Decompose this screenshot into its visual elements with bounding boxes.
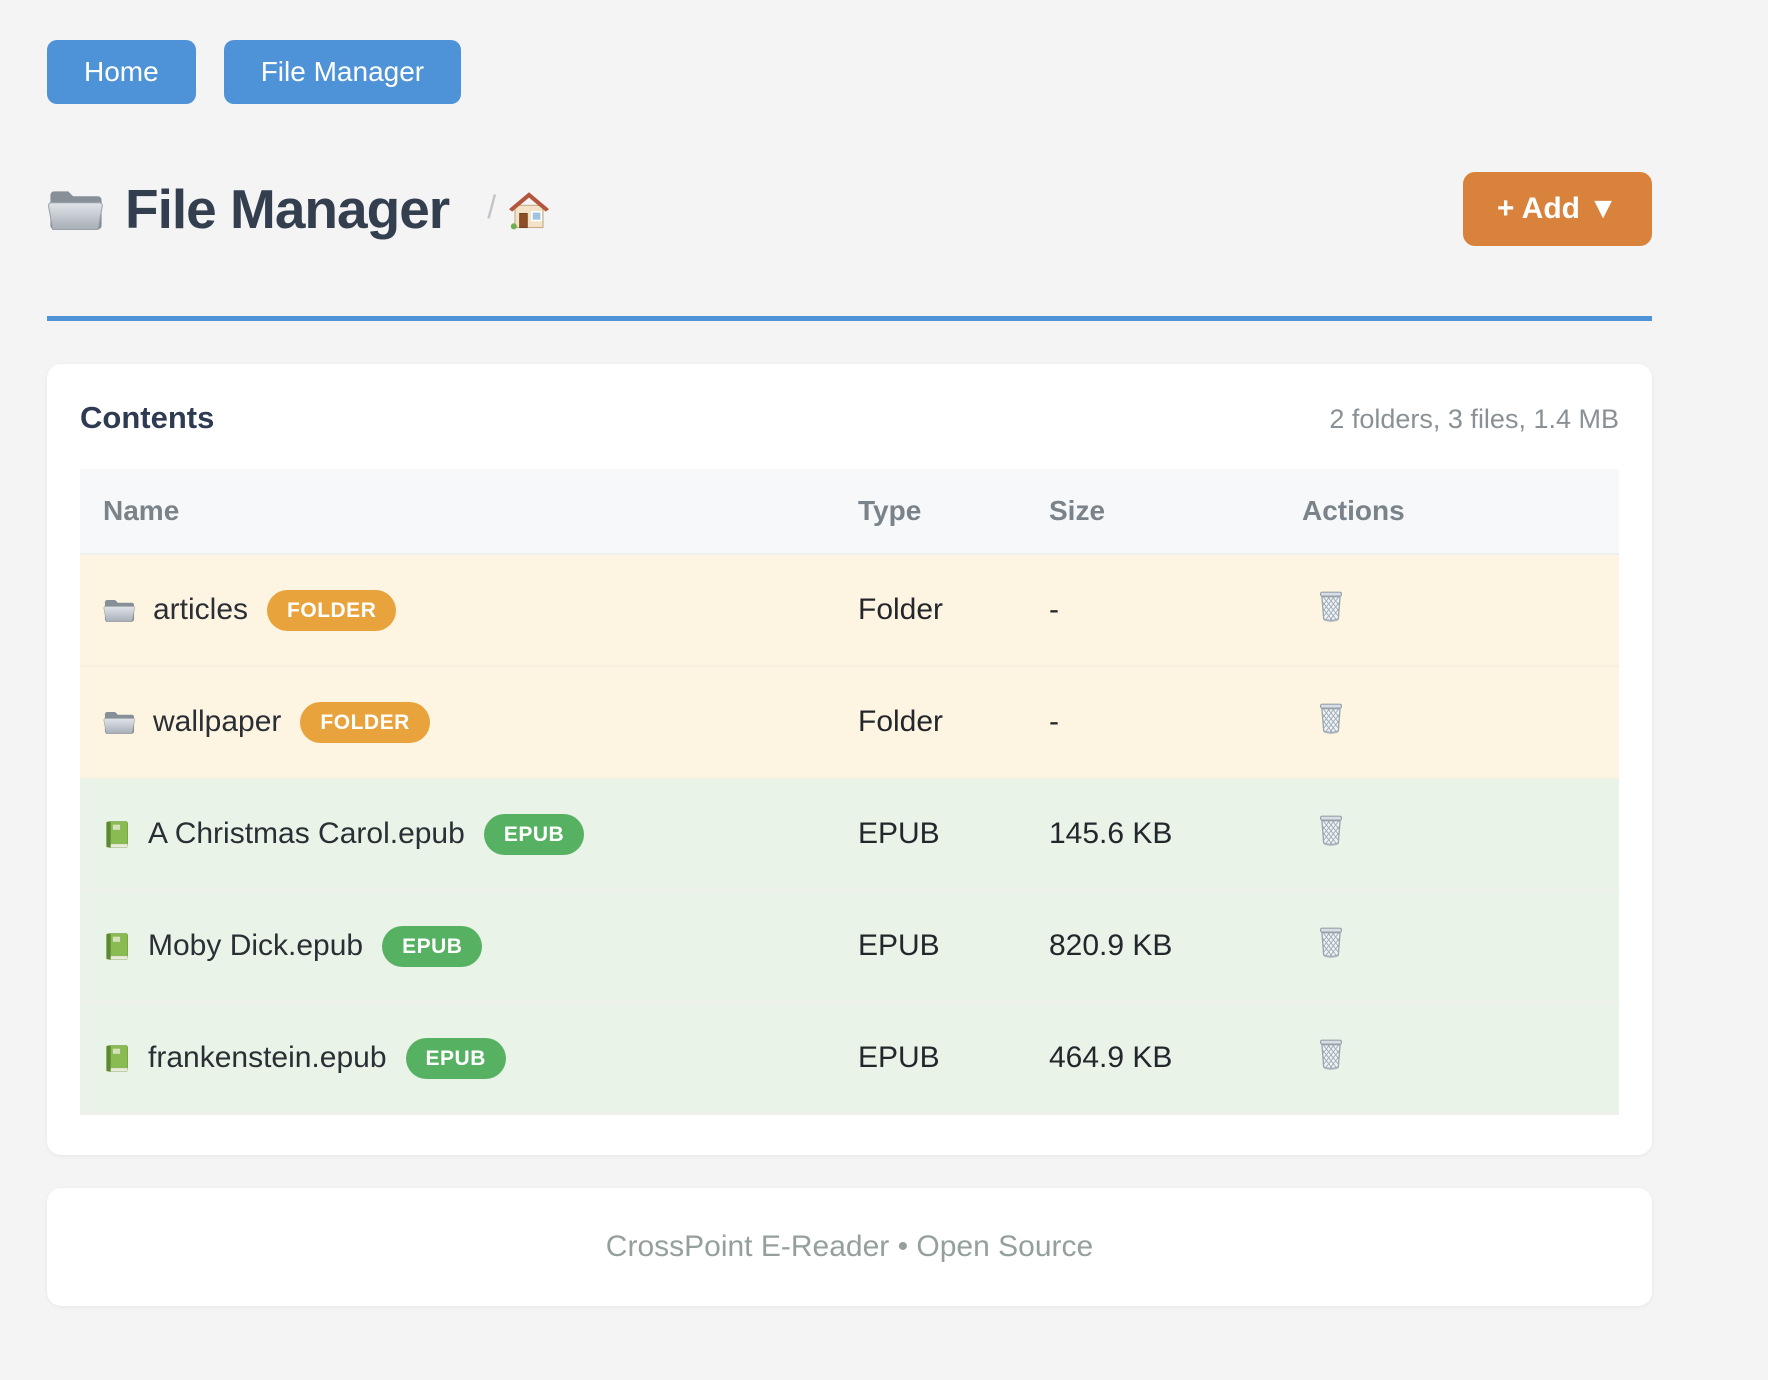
file-table-body: articles FOLDER Folder -	[80, 554, 1619, 1115]
footer: CrossPoint E-Reader • Open Source	[47, 1188, 1652, 1306]
file-size: -	[1049, 666, 1302, 779]
file-name[interactable]: frankenstein.epub	[148, 1041, 387, 1074]
file-type-badge: EPUB	[405, 1037, 506, 1079]
trash-icon	[1316, 1036, 1346, 1072]
page-title-text: File Manager	[125, 178, 450, 240]
trash-icon	[1316, 812, 1346, 848]
file-table: Name Type Size Actions	[80, 469, 1619, 1115]
home-icon[interactable]	[508, 190, 550, 230]
file-type: EPUB	[858, 778, 1049, 891]
file-type-badge: EPUB	[382, 925, 483, 967]
green-book-icon	[103, 931, 131, 962]
column-header-size: Size	[1049, 469, 1302, 555]
table-row: A Christmas Carol.epub EPUB EPUB 145.6 K…	[80, 778, 1619, 891]
file-type: EPUB	[858, 890, 1049, 1003]
green-book-icon	[103, 819, 131, 850]
delete-button[interactable]	[1316, 588, 1346, 624]
trash-icon	[1316, 700, 1346, 736]
file-type-badge: EPUB	[483, 813, 585, 855]
trash-icon	[1316, 588, 1346, 624]
column-header-actions: Actions	[1302, 469, 1619, 555]
add-button[interactable]: + Add ▼	[1462, 172, 1652, 246]
title-row: File Manager / + Add ▼	[47, 166, 1652, 252]
file-size: -	[1049, 554, 1302, 667]
accent-divider	[47, 316, 1652, 321]
card-header: Contents 2 folders, 3 files, 1.4 MB	[80, 400, 1619, 436]
column-header-type: Type	[858, 469, 1049, 555]
file-name[interactable]: A Christmas Carol.epub	[148, 817, 465, 850]
table-row: wallpaper FOLDER Folder -	[80, 666, 1619, 779]
table-header-row: Name Type Size Actions	[80, 469, 1619, 555]
file-type: EPUB	[858, 1002, 1049, 1115]
table-row: Moby Dick.epub EPUB EPUB 820.9 KB	[80, 890, 1619, 1003]
footer-text: CrossPoint E-Reader • Open Source	[605, 1230, 1094, 1263]
file-name[interactable]: Moby Dick.epub	[148, 929, 364, 962]
file-type-badge: FOLDER	[267, 589, 397, 631]
file-name[interactable]: articles	[153, 593, 249, 626]
breadcrumb-separator: /	[487, 188, 497, 225]
file-type: Folder	[858, 554, 1049, 667]
page: Home File Manager File Manager /	[47, 0, 1652, 1306]
file-size: 820.9 KB	[1049, 890, 1302, 1003]
card-title: Contents	[80, 400, 215, 435]
table-row: frankenstein.epub EPUB EPUB 464.9 KB	[80, 1002, 1619, 1115]
nav-home-button[interactable]: Home	[47, 40, 196, 104]
top-nav: Home File Manager	[47, 0, 1652, 104]
file-name[interactable]: wallpaper	[153, 705, 282, 738]
file-type: Folder	[858, 666, 1049, 779]
trash-icon	[1316, 924, 1346, 960]
nav-file-manager-button[interactable]: File Manager	[223, 40, 462, 104]
contents-summary: 2 folders, 3 files, 1.4 MB	[1329, 404, 1619, 434]
delete-button[interactable]	[1316, 700, 1346, 736]
breadcrumb: /	[487, 189, 550, 230]
file-type-badge: FOLDER	[300, 701, 430, 743]
file-size: 464.9 KB	[1049, 1002, 1302, 1115]
page-title: File Manager	[47, 177, 450, 241]
folder-icon	[103, 595, 136, 625]
delete-button[interactable]	[1316, 924, 1346, 960]
file-size: 145.6 KB	[1049, 778, 1302, 891]
green-book-icon	[103, 1043, 131, 1074]
delete-button[interactable]	[1316, 1036, 1346, 1072]
column-header-name: Name	[80, 469, 858, 555]
folder-icon	[103, 707, 136, 737]
folder-icon	[47, 185, 105, 233]
table-row: articles FOLDER Folder -	[80, 554, 1619, 667]
contents-card: Contents 2 folders, 3 files, 1.4 MB Name…	[47, 364, 1652, 1155]
delete-button[interactable]	[1316, 812, 1346, 848]
